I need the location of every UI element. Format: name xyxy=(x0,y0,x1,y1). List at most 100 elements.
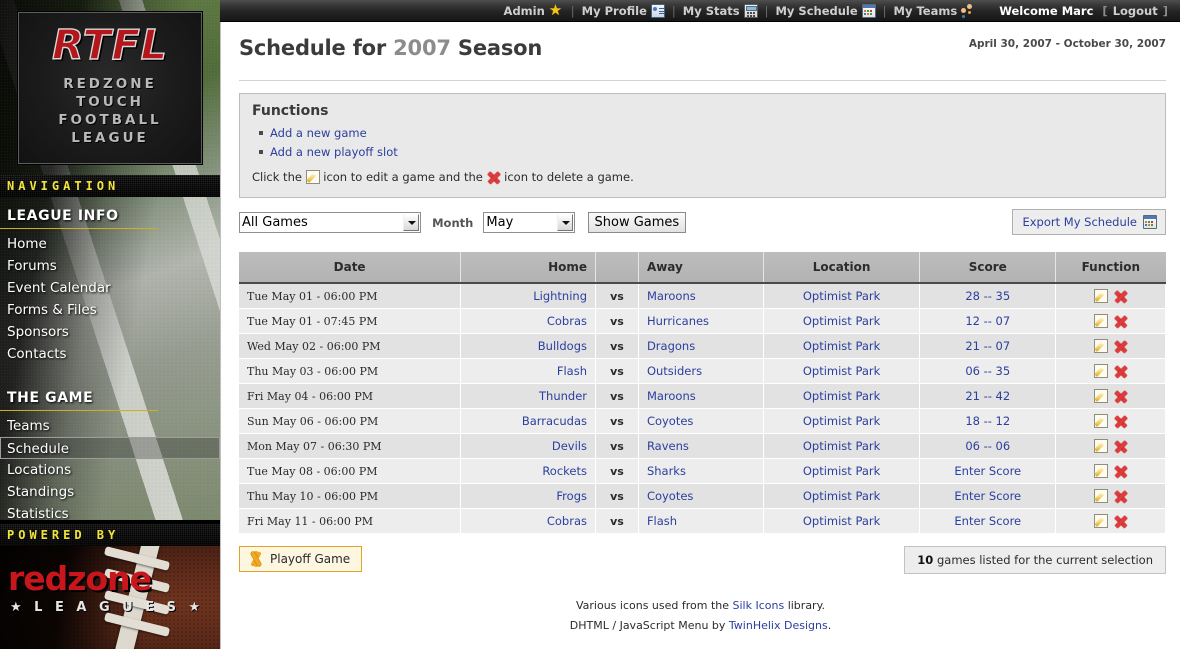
sidebar-item-event-calendar[interactable]: Event Calendar xyxy=(7,280,111,296)
logout-link[interactable]: Logout xyxy=(1112,3,1158,18)
home-team-link[interactable]: Bulldogs xyxy=(537,339,587,353)
away-team-link[interactable]: Ravens xyxy=(646,439,689,453)
topnav-my-teams-label: My Teams xyxy=(893,3,958,18)
delete-game-icon[interactable] xyxy=(1114,339,1128,353)
delete-game-icon[interactable] xyxy=(1114,464,1128,478)
edit-game-icon[interactable] xyxy=(1093,389,1108,403)
delete-game-icon[interactable] xyxy=(1114,414,1128,428)
score-link[interactable]: 21 -- 42 xyxy=(965,389,1011,403)
location-link[interactable]: Optimist Park xyxy=(802,514,881,528)
score-link[interactable]: 12 -- 07 xyxy=(965,314,1011,328)
twinhelix-link[interactable]: TwinHelix Designs xyxy=(728,619,828,632)
away-team-link[interactable]: Coyotes xyxy=(646,414,694,428)
location-link[interactable]: Optimist Park xyxy=(802,464,881,478)
delete-game-icon[interactable] xyxy=(1114,289,1128,303)
league-logo[interactable]: RTFL REDZONE TOUCH FOOTBALL LEAGUE xyxy=(18,12,202,164)
away-team-link[interactable]: Hurricanes xyxy=(646,314,710,328)
sidebar-item-locations[interactable]: Locations xyxy=(7,462,72,478)
edit-game-icon[interactable] xyxy=(1093,314,1108,328)
edit-game-icon[interactable] xyxy=(1093,339,1108,353)
delete-game-icon[interactable] xyxy=(1114,514,1128,528)
home-team-link[interactable]: Cobras xyxy=(546,314,587,328)
sidebar-item-standings[interactable]: Standings xyxy=(7,484,75,500)
edit-game-icon[interactable] xyxy=(1093,439,1108,453)
sidebar-item-contacts[interactable]: Contacts xyxy=(7,346,67,362)
location-link[interactable]: Optimist Park xyxy=(802,314,881,328)
export-my-schedule-button[interactable]: Export My Schedule xyxy=(1012,209,1166,235)
edit-game-icon[interactable] xyxy=(1093,414,1108,428)
location-link[interactable]: Optimist Park xyxy=(802,339,881,353)
location-link[interactable]: Optimist Park xyxy=(802,289,881,303)
score-link[interactable]: Enter Score xyxy=(954,464,1022,478)
column-header-away[interactable]: Away xyxy=(638,252,764,284)
home-team-link[interactable]: Cobras xyxy=(546,514,587,528)
cell-away: Coyotes xyxy=(638,408,764,434)
cell-away: Maroons xyxy=(638,283,764,309)
sidebar-item-forums[interactable]: Forums xyxy=(7,258,57,274)
home-team-link[interactable]: Rockets xyxy=(542,464,587,478)
topnav-my-profile[interactable]: My Profile xyxy=(582,3,665,18)
home-team-link[interactable]: Flash xyxy=(556,364,587,378)
show-games-button[interactable]: Show Games xyxy=(587,212,687,233)
away-team-link[interactable]: Dragons xyxy=(646,339,696,353)
delete-game-icon[interactable] xyxy=(1114,439,1128,453)
delete-game-icon[interactable] xyxy=(1114,489,1128,503)
sidebar-item-sponsors[interactable]: Sponsors xyxy=(7,324,69,340)
score-link[interactable]: Enter Score xyxy=(954,514,1022,528)
location-link[interactable]: Optimist Park xyxy=(802,364,881,378)
topnav-my-teams[interactable]: My Teams xyxy=(893,3,978,18)
away-team-link[interactable]: Maroons xyxy=(646,389,696,403)
location-link[interactable]: Optimist Park xyxy=(802,389,881,403)
delete-game-icon[interactable] xyxy=(1114,364,1128,378)
add-new-playoff-slot-link[interactable]: Add a new playoff slot xyxy=(270,145,398,159)
score-link[interactable]: 06 -- 06 xyxy=(965,439,1011,453)
home-team-link[interactable]: Devils xyxy=(551,439,587,453)
home-team-link[interactable]: Frogs xyxy=(556,489,587,503)
sidebar-item-home[interactable]: Home xyxy=(7,236,47,252)
score-link[interactable]: 28 -- 35 xyxy=(965,289,1011,303)
schedule-table-container: Date Home Away Location Score Function T… xyxy=(239,252,1166,534)
edit-game-icon[interactable] xyxy=(1093,464,1108,478)
functions-hint-part-2: icon to edit a game and the xyxy=(323,170,483,184)
sidebar-item-schedule[interactable]: Schedule xyxy=(0,437,220,459)
away-team-link[interactable]: Maroons xyxy=(646,289,696,303)
sidebar-item-forms-and-files[interactable]: Forms & Files xyxy=(7,302,97,318)
edit-game-icon[interactable] xyxy=(1093,364,1108,378)
logo-line-4: LEAGUE xyxy=(71,130,149,146)
sidebar-item-statistics[interactable]: Statistics xyxy=(7,506,69,522)
cell-home: Flash xyxy=(460,358,596,384)
column-header-home[interactable]: Home xyxy=(460,252,596,284)
location-link[interactable]: Optimist Park xyxy=(802,414,881,428)
edit-game-icon[interactable] xyxy=(1093,514,1108,528)
silk-icons-link[interactable]: Silk Icons xyxy=(732,599,785,612)
month-select[interactable]: May xyxy=(483,212,576,233)
column-header-date[interactable]: Date xyxy=(239,252,462,284)
delete-game-icon[interactable] xyxy=(1114,389,1128,403)
sidebar-item-teams[interactable]: Teams xyxy=(7,418,50,434)
home-team-link[interactable]: Thunder xyxy=(539,389,587,403)
home-team-link[interactable]: Barracudas xyxy=(521,414,587,428)
away-team-link[interactable]: Coyotes xyxy=(646,489,694,503)
location-link[interactable]: Optimist Park xyxy=(802,439,881,453)
home-team-link[interactable]: Lightning xyxy=(533,289,587,303)
topnav-my-stats[interactable]: My Stats xyxy=(683,3,758,18)
edit-game-icon[interactable] xyxy=(1093,289,1108,303)
topnav-admin[interactable]: Admin ★ xyxy=(504,2,564,18)
score-link[interactable]: 18 -- 12 xyxy=(965,414,1011,428)
cell-function xyxy=(1055,333,1166,359)
edit-game-icon[interactable] xyxy=(1093,489,1108,503)
delete-game-icon[interactable] xyxy=(1114,314,1128,328)
location-link[interactable]: Optimist Park xyxy=(802,489,881,503)
games-filter-select[interactable]: All Games xyxy=(239,212,421,233)
powered-by-logo[interactable]: redzone ★ L E A G U E S ★ xyxy=(0,546,220,649)
column-header-score[interactable]: Score xyxy=(919,252,1057,284)
score-link[interactable]: 21 -- 07 xyxy=(965,339,1011,353)
score-link[interactable]: 06 -- 35 xyxy=(965,364,1011,378)
topnav-my-schedule[interactable]: My Schedule xyxy=(775,3,876,18)
away-team-link[interactable]: Flash xyxy=(646,514,678,528)
add-new-game-link[interactable]: Add a new game xyxy=(270,126,367,140)
away-team-link[interactable]: Outsiders xyxy=(646,364,703,378)
column-header-location[interactable]: Location xyxy=(763,252,921,284)
away-team-link[interactable]: Sharks xyxy=(646,464,686,478)
score-link[interactable]: Enter Score xyxy=(954,489,1022,503)
